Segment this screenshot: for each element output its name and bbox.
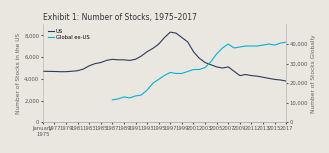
Global ex-US	[145, 89, 149, 91]
Line: US: US	[43, 32, 286, 81]
US	[232, 70, 236, 72]
US	[87, 65, 91, 67]
US	[122, 59, 126, 61]
US	[261, 76, 265, 78]
Global ex-US	[168, 72, 172, 73]
Global ex-US	[191, 69, 195, 70]
Global ex-US	[157, 78, 161, 80]
US	[180, 37, 184, 38]
Global ex-US	[209, 61, 213, 63]
Global ex-US	[163, 75, 166, 76]
US	[267, 77, 271, 79]
US	[226, 66, 230, 68]
Global ex-US	[151, 82, 155, 84]
US	[139, 55, 143, 57]
Global ex-US	[197, 69, 201, 70]
US	[47, 70, 51, 72]
Global ex-US	[226, 43, 230, 45]
Global ex-US	[116, 98, 120, 100]
US	[134, 58, 138, 60]
Global ex-US	[186, 71, 190, 72]
US	[52, 71, 56, 72]
Global ex-US	[128, 97, 132, 99]
US	[255, 75, 259, 77]
US	[64, 71, 68, 73]
US	[209, 64, 213, 66]
US	[191, 51, 195, 53]
Global ex-US	[215, 53, 219, 55]
Global ex-US	[174, 73, 178, 74]
Global ex-US	[232, 47, 236, 49]
Global ex-US	[244, 45, 248, 47]
US	[168, 31, 172, 33]
US	[58, 71, 62, 73]
Global ex-US	[110, 99, 114, 101]
Global ex-US	[249, 45, 253, 47]
US	[128, 60, 132, 61]
US	[116, 59, 120, 61]
US	[174, 32, 178, 34]
Global ex-US	[238, 46, 242, 48]
US	[197, 57, 201, 59]
US	[215, 66, 219, 68]
US	[163, 37, 166, 38]
US	[220, 67, 224, 69]
Global ex-US	[220, 47, 224, 49]
US	[105, 60, 109, 61]
Y-axis label: Number of Stocks Globally: Number of Stocks Globally	[311, 34, 316, 113]
Global ex-US	[134, 95, 138, 97]
US	[110, 58, 114, 60]
US	[244, 74, 248, 75]
Global ex-US	[122, 96, 126, 98]
US	[278, 79, 282, 81]
US	[70, 70, 74, 72]
Global ex-US	[261, 44, 265, 46]
Global ex-US	[180, 73, 184, 74]
Global ex-US	[284, 41, 288, 43]
Legend: US, Global ex-US: US, Global ex-US	[48, 29, 89, 40]
Y-axis label: Number of Stocks in the US: Number of Stocks in the US	[16, 33, 21, 114]
US	[273, 78, 277, 80]
US	[151, 47, 155, 49]
US	[41, 70, 45, 72]
US	[99, 62, 103, 63]
Line: Global ex-US: Global ex-US	[112, 42, 286, 100]
US	[249, 75, 253, 76]
Global ex-US	[278, 42, 282, 44]
Global ex-US	[273, 44, 277, 46]
US	[145, 51, 149, 53]
US	[186, 41, 190, 43]
US	[238, 75, 242, 76]
US	[81, 68, 85, 70]
Global ex-US	[255, 45, 259, 47]
US	[76, 70, 80, 72]
Global ex-US	[267, 43, 271, 45]
US	[203, 62, 207, 63]
Text: Exhibit 1: Number of Stocks, 1975–2017: Exhibit 1: Number of Stocks, 1975–2017	[43, 13, 197, 22]
Global ex-US	[203, 67, 207, 69]
US	[93, 63, 97, 65]
US	[284, 80, 288, 82]
Global ex-US	[139, 94, 143, 96]
US	[157, 43, 161, 45]
